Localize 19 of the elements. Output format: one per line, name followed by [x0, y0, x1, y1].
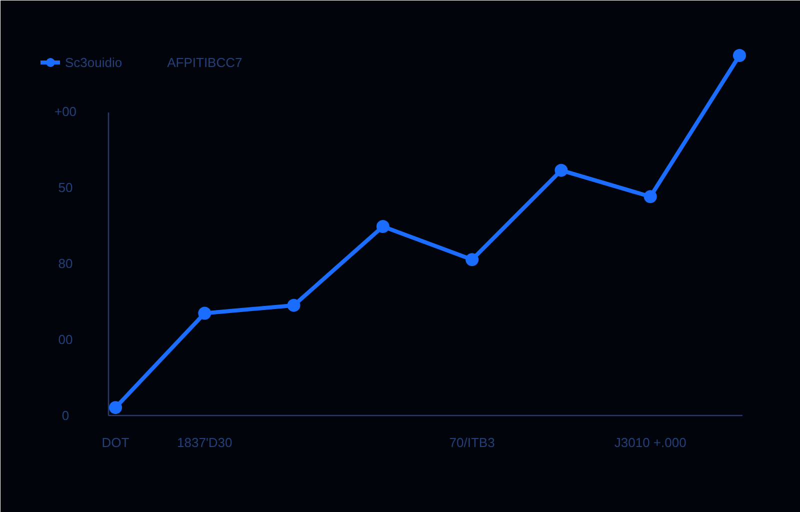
- text: 80: [58, 256, 73, 271]
- point: [287, 298, 300, 312]
- point: [376, 220, 390, 233]
- point: [109, 401, 122, 414]
- text: +00: [54, 104, 77, 119]
- x-tick-label: J3010 +.000: [614, 435, 686, 450]
- point: [198, 306, 212, 320]
- point: [554, 164, 568, 177]
- text: 0: [62, 408, 70, 423]
- legend-label: AFPITIBCC7: [167, 54, 242, 70]
- point: [644, 190, 657, 204]
- point: [733, 49, 746, 62]
- legend-label: Sc3ouidio: [65, 54, 122, 70]
- text: 50: [58, 180, 73, 195]
- point: [466, 253, 479, 266]
- x-tick-label: DOT: [102, 435, 130, 450]
- x-tick-label: 1837'D30: [177, 435, 232, 450]
- x-tick-label: 70/ITB3: [449, 435, 495, 450]
- text: 00: [58, 332, 73, 347]
